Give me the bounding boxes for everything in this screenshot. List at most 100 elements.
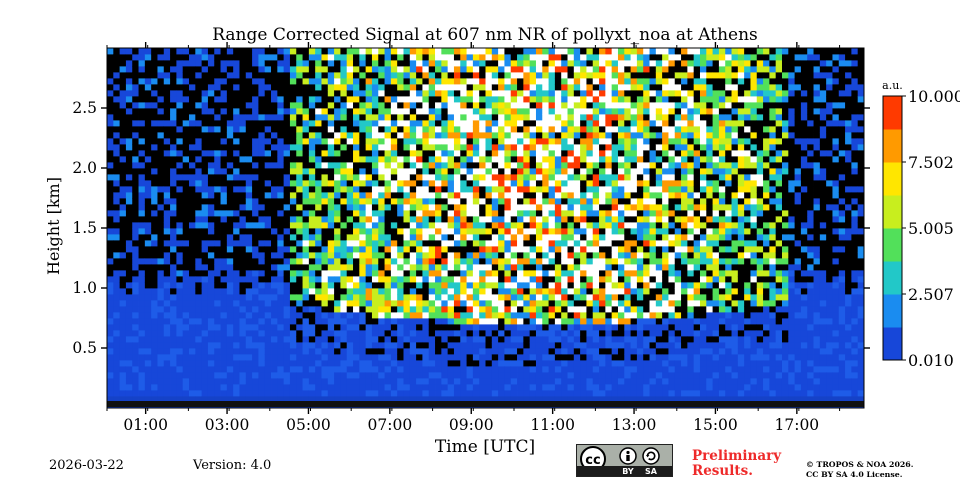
heatmap-cell [466,354,474,361]
heatmap-cell [422,138,430,145]
heatmap-cell [321,306,329,313]
heatmap-cell [264,288,272,295]
heatmap-cell [245,264,253,271]
heatmap-cell [277,180,285,187]
heatmap-cell [163,246,171,253]
heatmap-cell [170,210,177,217]
heatmap-cell [195,210,203,217]
heatmap-cell [517,366,524,373]
heatmap-cell [151,300,158,307]
heatmap-cell [327,138,335,145]
heatmap-cell [321,198,329,205]
heatmap-cell [605,288,613,295]
heatmap-cell [611,66,619,73]
heatmap-cell [119,60,127,67]
heatmap-cell [567,150,575,157]
heatmap-cell [239,318,247,325]
heatmap-cell [573,306,581,313]
heatmap-cell [390,204,398,211]
heatmap-cell [163,390,171,397]
heatmap-cell [289,84,297,91]
heatmap-cell [371,156,379,163]
heatmap-cell [491,198,499,205]
heatmap-cell [435,120,442,127]
heatmap-cell [283,66,291,73]
heatmap-cell [334,318,341,325]
heatmap-cell [119,366,127,373]
heatmap-cell [289,300,297,307]
heatmap-cell [371,126,379,133]
heatmap-cell [586,294,594,301]
heatmap-cell [397,162,404,169]
heatmap-cell [163,282,171,289]
heatmap-cell [428,126,436,133]
heatmap-cell [611,342,619,349]
heatmap-cell [586,198,594,205]
heatmap-cell [296,282,303,289]
heatmap-cell [346,102,354,109]
heatmap-cell [580,246,587,253]
heatmap-cell [472,150,480,157]
heatmap-cell [170,264,177,271]
heatmap-cell [453,120,461,127]
heatmap-cell [157,162,165,169]
heatmap-cell [548,288,556,295]
heatmap-cell [542,66,549,73]
heatmap-cell [207,156,215,163]
heatmap-cell [359,132,367,139]
heatmap-cell [302,114,310,121]
heatmap-cell [151,252,158,259]
heatmap-cell [289,366,297,373]
heatmap-cell [271,228,278,235]
heatmap-cell [491,342,499,349]
heatmap-cell [107,84,114,91]
heatmap-cell [573,168,581,175]
heatmap-cell [403,240,411,247]
heatmap-cell [479,96,486,103]
heatmap-cell [207,126,215,133]
heatmap-cell [277,300,285,307]
heatmap-cell [296,240,303,247]
heatmap-cell [327,102,335,109]
heatmap-cell [289,360,297,367]
heatmap-cell [195,306,203,313]
heatmap-cell [176,396,184,403]
heatmap-cell [264,252,272,259]
heatmap-cell [365,258,373,265]
heatmap-cell [573,270,581,277]
heatmap-cell [189,288,196,295]
heatmap-cell [226,354,234,361]
heatmap-cell [472,192,480,199]
heatmap-cell [214,348,221,355]
heatmap-cell [554,192,562,199]
heatmap-cell [586,66,594,73]
heatmap-cell [498,330,505,337]
heatmap-cell [321,378,329,385]
heatmap-cell [182,300,190,307]
heatmap-cell [201,342,209,349]
heatmap-cell [296,204,303,211]
heatmap-cell [189,162,196,169]
heatmap-cell [573,186,581,193]
heatmap-cell [491,282,499,289]
heatmap-cell [170,66,177,73]
heatmap-cell [334,372,341,379]
heatmap-cell [207,54,215,61]
heatmap-cell [107,192,114,199]
heatmap-cell [422,126,430,133]
heatmap-cell [302,378,310,385]
heatmap-cell [485,222,493,229]
heatmap-cell [554,66,562,73]
heatmap-cell [201,108,209,115]
heatmap-cell [416,126,423,133]
heatmap-cell [441,288,449,295]
heatmap-cell [277,252,285,259]
heatmap-cell [548,354,556,361]
heatmap-cell [327,78,335,85]
heatmap-cell [132,186,139,193]
heatmap-cell [239,366,247,373]
heatmap-cell [479,180,486,187]
heatmap-cell [592,258,600,265]
heatmap-cell [567,324,575,331]
heatmap-cell [498,132,505,139]
